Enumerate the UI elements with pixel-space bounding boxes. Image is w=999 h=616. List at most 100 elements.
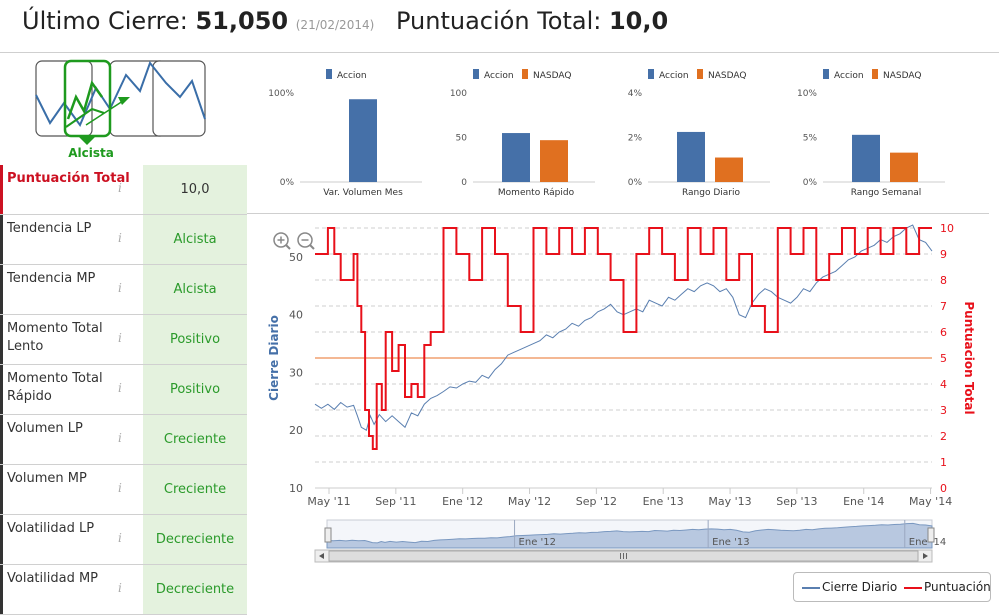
summary-header: Último Cierre: 51,050 (21/02/2014) Puntu… [0,0,999,53]
y-tick-label: 5% [803,134,818,144]
bar-accion[interactable] [349,99,377,182]
navigator-area [326,522,933,549]
indicator-value: 10,0 [143,165,247,214]
x-tick-label: Ene '14 [843,495,884,508]
y-tick-label: 0% [803,178,818,188]
bar-nasdaq[interactable] [890,152,918,182]
x-tick-label: May '12 [508,495,551,508]
x-tick-label: Sep '13 [776,495,817,508]
info-icon[interactable]: i [118,231,122,245]
indicator-value: Decreciente [143,515,247,564]
legend-score-label[interactable]: Puntuación [924,580,991,594]
navigator-handle-right[interactable] [927,527,935,543]
info-icon[interactable]: i [118,481,122,495]
legend-label[interactable]: NASDAQ [533,71,571,81]
indicator-row: Volatilidad LP i Decreciente [0,515,247,565]
x-tick-label: May '13 [708,495,751,508]
last-close-label: Último Cierre: [22,7,188,35]
indicator-table: Puntuación Total i 10,0 Tendencia LP i Alcist… [0,165,247,615]
bar-accion[interactable] [677,131,705,182]
indicator-value: Creciente [143,415,247,464]
legend-score-swatch [904,587,922,589]
indicator-row: Tendencia MP i Alcista [0,265,247,315]
legend-label[interactable]: Accion [659,71,689,81]
trend-label: Alcista [68,146,114,160]
indicator-row: Puntuación Total i 10,0 [0,165,247,215]
y-tick-label: 100% [268,89,294,99]
x-tick-label: Sep '11 [375,495,416,508]
indicator-label: Momento Total Rápido [0,365,143,414]
info-icon[interactable]: i [118,581,122,595]
y2-tick-label: 8 [940,274,947,287]
info-icon[interactable]: i [118,331,122,345]
last-close: Último Cierre: 51,050 (21/02/2014) [22,7,374,35]
category-label: Rango Diario [682,188,741,198]
zoom-in-icon[interactable] [273,232,291,250]
y2-tick-label: 4 [940,378,947,391]
indicator-label: Volumen LP [0,415,143,464]
y-tick-label: 10 [289,482,303,495]
info-icon[interactable]: i [118,531,122,545]
scroll-right-arrow[interactable] [923,553,928,559]
info-icon[interactable]: i [118,431,122,445]
legend-label[interactable]: Accion [484,71,514,81]
navigator-handle-left[interactable] [324,527,332,543]
indicator-value: Creciente [143,465,247,514]
indicator-value: Alcista [143,265,247,314]
y2-tick-label: 5 [940,352,947,365]
main-chart[interactable]: 10 20 30 40 50 0 1 2 3 4 5 6 7 8 9 10 Cierre Diario Puntu… [247,214,999,574]
y-tick-label: 10% [797,89,817,99]
info-icon[interactable]: i [118,281,122,295]
legend-label[interactable]: Accion [337,71,367,81]
divider [247,213,989,214]
indicator-label: Volatilidad LP [0,515,143,564]
y-tick-label: 40 [289,309,303,322]
legend-swatch [872,69,878,79]
info-icon[interactable]: i [118,181,122,195]
legend-label[interactable]: NASDAQ [883,71,921,81]
x-tick-label: May '11 [307,495,350,508]
zoom-in-lens [273,232,289,248]
legend-swatch [697,69,703,79]
y2-tick-label: 6 [940,326,947,339]
bar-accion[interactable] [852,134,880,182]
indicator-row: Volumen LP i Creciente [0,415,247,465]
legend-close-label[interactable]: Cierre Diario [822,580,898,594]
series-close-line[interactable] [314,224,933,431]
series-score-line[interactable] [315,227,932,450]
indicator-row: Volatilidad MP i Decreciente [0,565,247,615]
y2-tick-label: 3 [940,404,947,417]
indicator-value: Positivo [143,315,247,364]
bar-nasdaq[interactable] [715,157,743,182]
zoom-out-icon[interactable] [297,232,315,250]
y-tick-label: 2% [628,134,643,144]
legend-close-swatch [802,587,820,589]
legend-swatch [326,69,332,79]
bar-nasdaq[interactable] [540,140,568,182]
indicator-value: Decreciente [143,565,247,614]
navigator-tick-label: Ene '12 [519,537,556,548]
indicator-row: Tendencia LP i Alcista [0,215,247,265]
legend-label[interactable]: NASDAQ [708,71,746,81]
scroll-left-arrow[interactable] [319,553,324,559]
y-tick-label: 0% [628,178,643,188]
x-tick-label: May '14 [909,495,952,508]
y-tick-label: 50 [289,251,303,264]
legend-label[interactable]: Accion [834,71,864,81]
indicator-label: Tendencia MP [0,265,143,314]
y2-tick-label: 7 [940,300,947,313]
y-tick-label: 20 [289,424,303,437]
trend-selector [0,53,247,165]
x-tick-label: Ene '12 [442,495,483,508]
bar-accion[interactable] [502,133,530,182]
mini-bar-chart: Accion NASDAQ 0 50 100 Momento Rápido [450,69,595,198]
info-icon[interactable]: i [118,381,122,395]
indicator-label: Puntuación Total [0,165,143,214]
indicator-row: Momento Total Lento i Positivo [0,315,247,365]
y-tick-label: 50 [456,134,468,144]
trend-arrow-line [65,107,105,128]
y-axis-title: Cierre Diario [267,315,281,401]
category-label: Rango Semanal [851,188,922,198]
last-close-value: 51,050 [195,7,289,35]
last-close-date: (21/02/2014) [295,18,375,32]
